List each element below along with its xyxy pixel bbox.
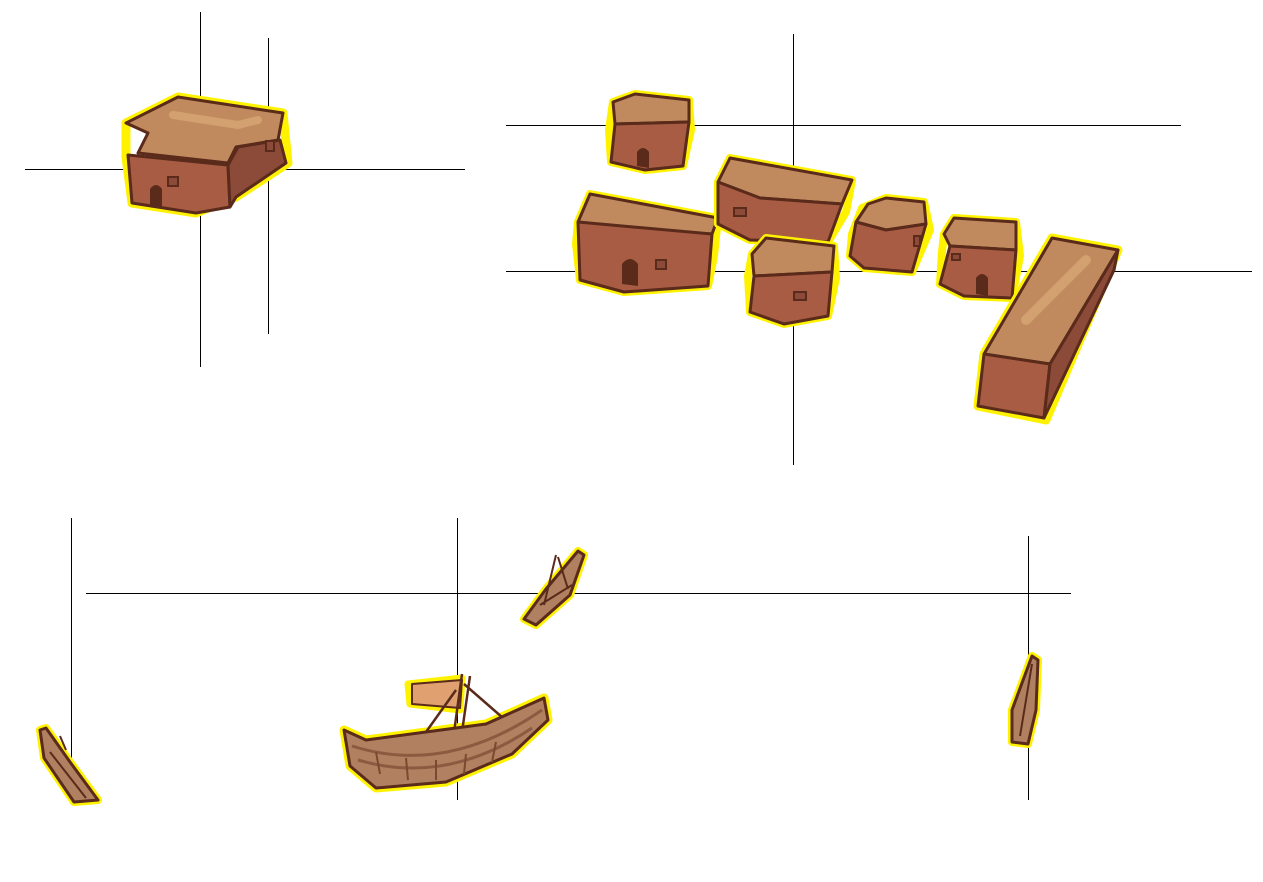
long-block[interactable] bbox=[966, 230, 1128, 430]
small-reed-boat-left[interactable] bbox=[30, 722, 108, 806]
guide-line-vertical bbox=[268, 38, 269, 334]
small-hut-with-door[interactable] bbox=[605, 90, 697, 175]
wide-house-with-window[interactable] bbox=[710, 152, 860, 252]
guide-line-vertical bbox=[71, 518, 72, 800]
guide-line-vertical bbox=[457, 518, 458, 800]
small-reed-boat-right[interactable] bbox=[1002, 650, 1048, 750]
rounded-block-with-window[interactable] bbox=[846, 194, 934, 280]
small-reed-boat-top[interactable] bbox=[516, 545, 592, 631]
guide-line-horizontal bbox=[506, 125, 1181, 126]
long-house-with-door[interactable] bbox=[572, 188, 724, 298]
guide-line-horizontal bbox=[86, 593, 1071, 594]
square-house-with-window[interactable] bbox=[744, 232, 842, 330]
l-shaped-adobe-house[interactable] bbox=[118, 85, 293, 220]
reed-boat-with-sail[interactable] bbox=[336, 670, 558, 800]
